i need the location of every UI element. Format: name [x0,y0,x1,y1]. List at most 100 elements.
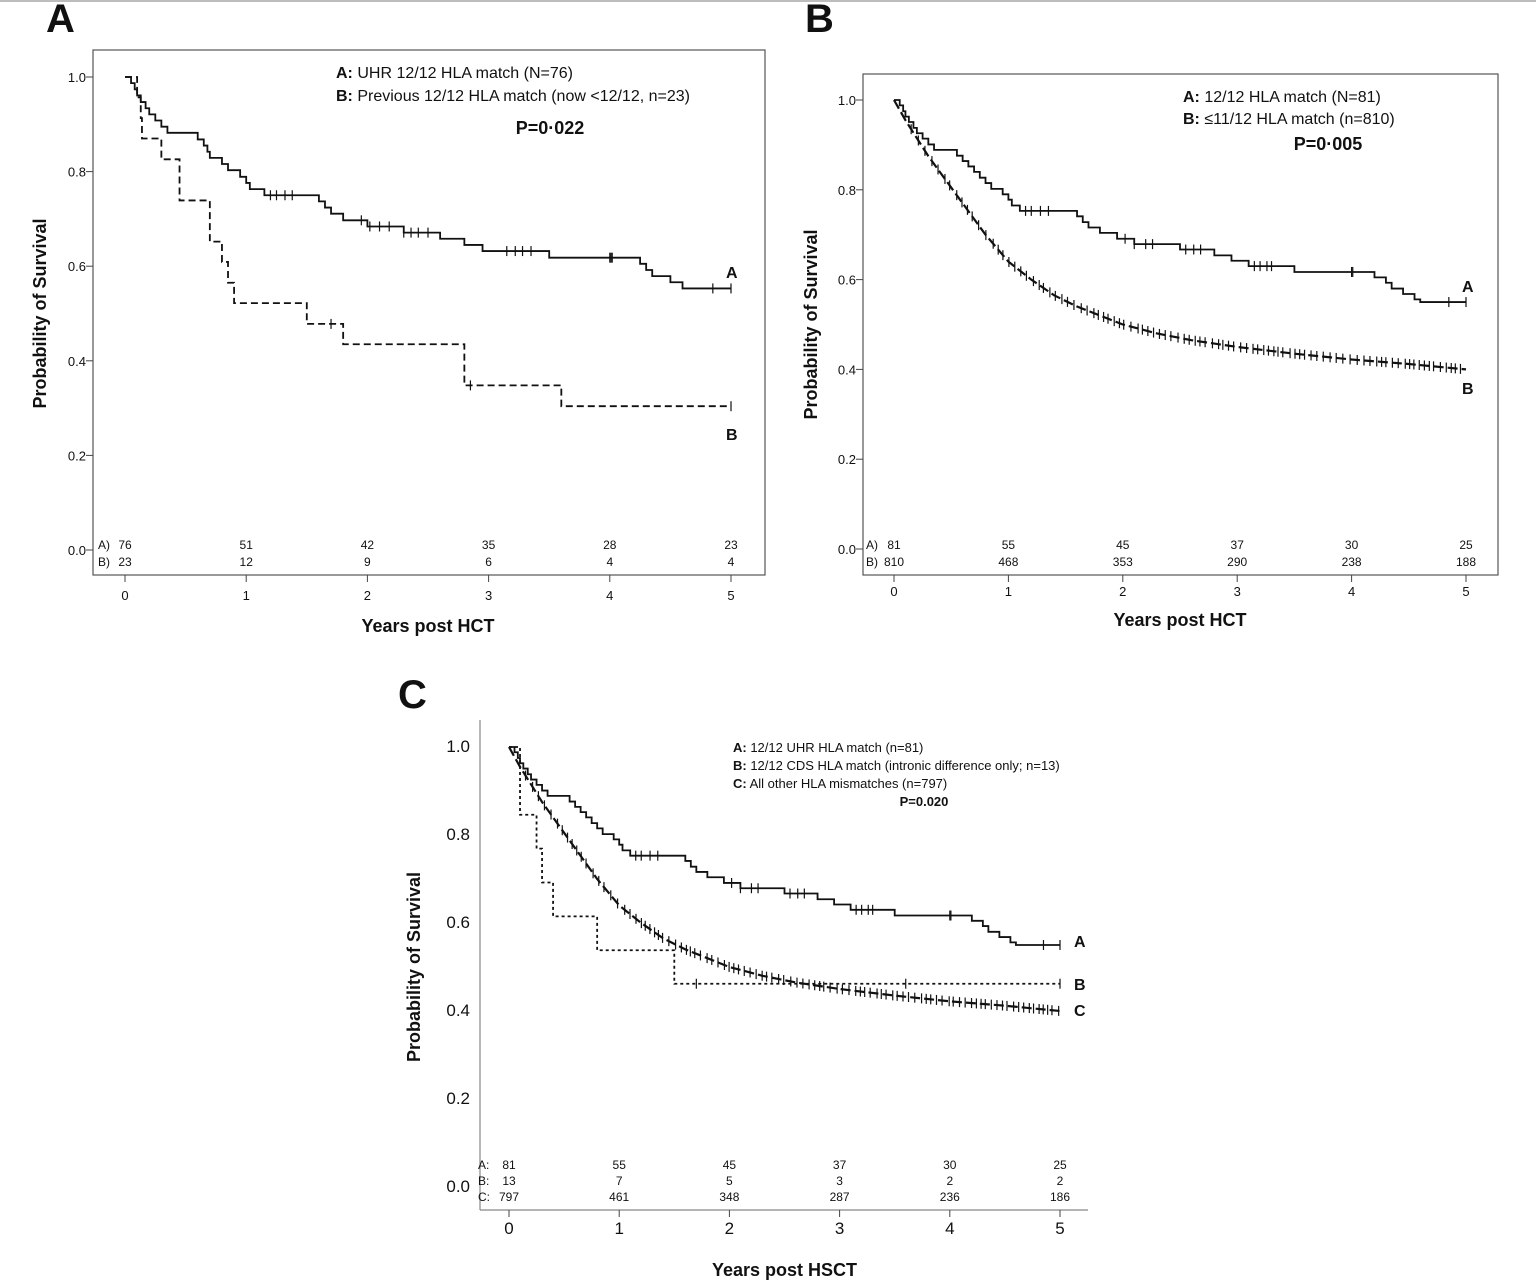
risk-row-label: B) [98,555,110,569]
y-tick-label: 0.4 [68,354,86,369]
risk-count: 2 [1057,1174,1064,1188]
risk-count: 186 [1050,1190,1070,1204]
plot-frame [862,73,1499,576]
top-border [0,0,1536,2]
y-tick-label: 0.2 [838,452,856,467]
panel-letter: A [46,0,75,41]
legend-entry: C: All other HLA mismatches (n=797) [733,776,947,791]
x-tick-label: 5 [1055,1219,1064,1238]
legend-text: UHR 12/12 HLA match (N=76) [353,65,573,82]
p-value: P=0·005 [1294,134,1363,154]
x-tick-label: 3 [485,588,492,603]
risk-count: 37 [1231,538,1245,552]
curve-end-label: B [1462,381,1474,398]
survival-curve-a [125,76,731,290]
x-tick-label: 1 [243,588,250,603]
curve-end-label: C [1074,1003,1086,1020]
legend-text: 12/12 UHR HLA match (n=81) [747,740,924,755]
y-tick-label: 0.0 [68,543,86,558]
legend-key: A: [1183,89,1200,106]
legend-entry: B: ≤11/12 HLA match (n=810) [1183,111,1395,128]
curve-end-label: A [726,265,738,282]
risk-count: 290 [1227,555,1247,569]
risk-row-label: C: [478,1190,490,1204]
y-tick-label: 0.6 [446,913,470,932]
x-tick-label: 0 [504,1219,513,1238]
y-axis-label: Probability of Survival [801,229,821,419]
risk-count: 76 [118,538,132,552]
p-value: P=0.020 [900,794,949,809]
risk-count: 287 [830,1190,850,1204]
x-tick-label: 0 [121,588,128,603]
y-tick-label: 0.8 [68,165,86,180]
risk-count: 81 [502,1158,516,1172]
risk-count: 2 [946,1174,953,1188]
risk-count: 35 [482,538,496,552]
survival-curve-a [509,746,1060,946]
risk-count: 461 [609,1190,629,1204]
legend-text: 12/12 CDS HLA match (intronic difference… [747,758,1060,773]
legend-text: All other HLA mismatches (n=797) [747,776,948,791]
y-tick-label: 0.0 [446,1177,470,1196]
risk-count: 6 [485,555,492,569]
y-tick-label: 0.2 [68,448,86,463]
legend-entry: A: UHR 12/12 HLA match (N=76) [336,65,573,82]
risk-count: 37 [833,1158,847,1172]
x-tick-label: 3 [835,1219,844,1238]
panel-letter: C [398,673,427,717]
y-axis-label: Probability of Survival [30,218,50,408]
x-tick-label: 1 [614,1219,623,1238]
legend-text: ≤11/12 HLA match (n=810) [1200,111,1395,128]
y-tick-label: 1.0 [838,93,856,108]
y-tick-label: 0.4 [838,362,856,377]
risk-count: 9 [364,555,371,569]
y-tick-label: 0.4 [446,1001,470,1020]
legend-key: B: [1183,111,1200,128]
x-tick-label: 4 [945,1219,954,1238]
risk-count: 13 [502,1174,516,1188]
y-tick-label: 0.6 [68,259,86,274]
risk-count: 55 [613,1158,627,1172]
legend-key: B: [336,88,353,105]
x-tick-label: 5 [727,588,734,603]
y-axis-label: Probability of Survival [404,872,424,1062]
y-tick-label: 0.0 [838,542,856,557]
plot-frame [92,49,766,576]
curve-end-label: A [1074,934,1086,951]
x-tick-label: 1 [1005,584,1012,599]
risk-row-label: A: [478,1158,489,1172]
y-tick-label: 0.6 [838,273,856,288]
x-tick-label: 5 [1462,584,1469,599]
x-tick-label: 3 [1234,584,1241,599]
survival-curve-b [125,76,731,408]
risk-count: 51 [240,538,254,552]
x-tick-label: 4 [606,588,613,603]
x-axis-label: Years post HCT [1113,610,1246,630]
x-axis-label: Years post HCT [361,616,494,636]
legend-text: Previous 12/12 HLA match (now <12/12, n=… [353,88,690,105]
risk-count: 188 [1456,555,1476,569]
legend-key: C: [733,776,747,791]
risk-count: 55 [1002,538,1016,552]
x-axis-label: Years post HSCT [712,1260,857,1280]
p-value: P=0·022 [516,118,585,138]
risk-count: 4 [606,555,613,569]
risk-count: 81 [887,538,901,552]
risk-count: 28 [603,538,617,552]
y-tick-label: 0.8 [838,183,856,198]
x-tick-label: 0 [890,584,897,599]
survival-curve-b [509,746,1060,985]
risk-count: 23 [118,555,132,569]
x-tick-label: 2 [1119,584,1126,599]
legend-key: B: [733,758,747,773]
legend-key: A: [733,740,747,755]
risk-count: 12 [240,555,254,569]
y-tick-label: 0.8 [446,825,470,844]
risk-count: 45 [723,1158,737,1172]
y-tick-label: 0.2 [446,1089,470,1108]
risk-count: 810 [884,555,904,569]
risk-count: 25 [1053,1158,1067,1172]
